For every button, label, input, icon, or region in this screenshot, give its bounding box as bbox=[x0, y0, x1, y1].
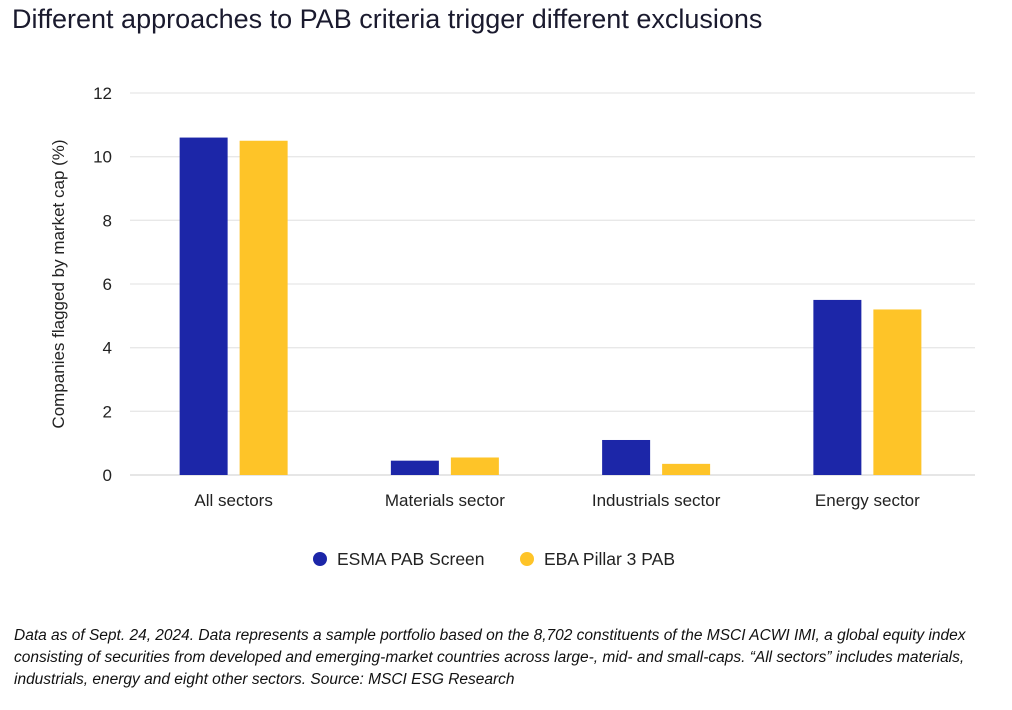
y-tick-label: 8 bbox=[103, 211, 112, 230]
x-tick-label: All sectors bbox=[194, 491, 272, 510]
bar-esma bbox=[179, 137, 228, 476]
y-tick-label: 6 bbox=[103, 275, 112, 294]
y-tick-label: 2 bbox=[103, 402, 112, 421]
y-tick-label: 4 bbox=[103, 339, 112, 358]
footnote: Data as of Sept. 24, 2024. Data represen… bbox=[14, 627, 966, 688]
x-tick-label: Industrials sector bbox=[592, 491, 721, 510]
bar-eba bbox=[662, 463, 711, 475]
bar-eba bbox=[873, 309, 922, 475]
bar-esma bbox=[390, 460, 439, 475]
legend-marker bbox=[520, 552, 534, 566]
legend-label: EBA Pillar 3 PAB bbox=[544, 549, 675, 569]
bar-eba bbox=[239, 140, 288, 475]
bar-esma bbox=[813, 299, 862, 475]
legend-marker bbox=[313, 552, 327, 566]
legend-label: ESMA PAB Screen bbox=[337, 549, 485, 569]
y-tick-label: 12 bbox=[93, 84, 112, 103]
y-tick-label: 0 bbox=[103, 466, 112, 485]
chart-title: Different approaches to PAB criteria tri… bbox=[12, 4, 763, 34]
bar-chart: 0 2 4 6 8 10 12 Companies flagged by market cap… bbox=[49, 84, 975, 569]
y-axis-label: Companies flagged by market cap (%) bbox=[49, 139, 68, 428]
bar-esma bbox=[602, 439, 651, 475]
x-tick-label: Energy sector bbox=[815, 491, 920, 510]
y-tick-label: 10 bbox=[93, 148, 112, 167]
bar-eba bbox=[450, 457, 499, 475]
x-tick-label: Materials sector bbox=[385, 491, 505, 510]
